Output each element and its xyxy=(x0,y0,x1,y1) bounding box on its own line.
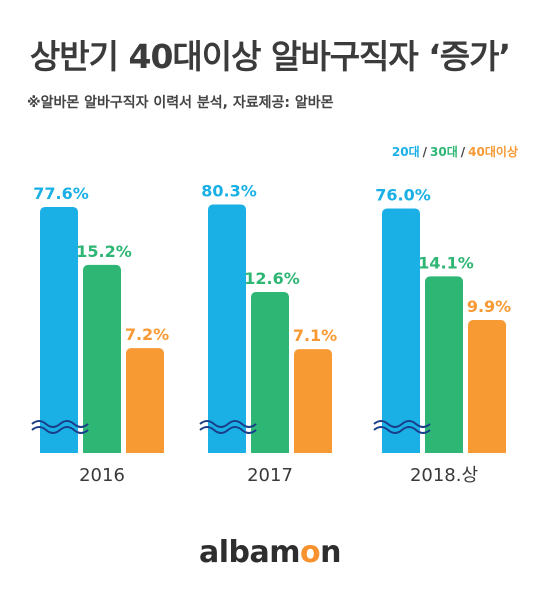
bar-base-30대-2017 xyxy=(251,447,289,453)
bar-30대-2016 xyxy=(83,264,121,453)
axis-break-wave xyxy=(199,420,257,428)
data-label-20대-2017: 80.3% xyxy=(201,181,257,200)
category-label-2018.상: 2018.상 xyxy=(410,465,478,486)
axis-break-wave xyxy=(31,426,89,434)
bar-30대-2018.상 xyxy=(425,276,463,453)
category-label-2016: 2016 xyxy=(79,465,125,486)
bar-base-30대-2016 xyxy=(83,447,121,453)
data-label-20대-2016: 77.6% xyxy=(33,184,89,203)
bar-base-40대이상-2016 xyxy=(126,447,164,453)
bar-20대-2016 xyxy=(40,206,78,453)
axis-break-wave xyxy=(199,426,257,434)
bar-40대이상-2016 xyxy=(126,348,164,453)
data-label-30대-2016: 15.2% xyxy=(76,242,132,261)
bar-30대-2017 xyxy=(251,291,289,453)
data-label-40대이상-2018.상: 9.9% xyxy=(467,297,511,316)
legend-40s-plus: 40대이상 xyxy=(468,145,518,159)
bar-40대이상-2018.상 xyxy=(468,320,506,453)
legend-30s: 30대 xyxy=(430,145,458,159)
data-label-20대-2018.상: 76.0% xyxy=(375,185,431,204)
albamon-logo: albamon xyxy=(199,535,341,570)
bar-base-20대-2017 xyxy=(208,447,246,453)
data-label-40대이상-2017: 7.1% xyxy=(293,326,337,345)
legend-20s: 20대 xyxy=(391,145,420,159)
axis-break-wave xyxy=(373,426,431,434)
axis-break-wave xyxy=(373,420,431,428)
axis-break-wave xyxy=(31,420,89,428)
bar-40대이상-2017 xyxy=(294,349,332,453)
bar-20대-2018.상 xyxy=(382,208,420,453)
bar-base-40대이상-2018.상 xyxy=(468,447,506,453)
bar-base-20대-2018.상 xyxy=(382,447,420,453)
data-label-40대이상-2016: 7.2% xyxy=(125,325,169,344)
category-label-2017: 2017 xyxy=(247,465,293,486)
bar-base-30대-2018.상 xyxy=(425,447,463,453)
bar-20대-2017 xyxy=(208,204,246,453)
legend: 20대/30대/40대이상 xyxy=(391,145,518,159)
bar-base-40대이상-2017 xyxy=(294,447,332,453)
bar-base-20대-2016 xyxy=(40,447,78,453)
data-label-30대-2017: 12.6% xyxy=(244,269,300,288)
source-note: ※알바몬 알바구직자 이력서 분석, 자료제공: 알바몬 xyxy=(27,95,334,111)
page-title: 상반기 40대이상 알바구직자 ‘증가’ xyxy=(29,37,511,76)
data-label-30대-2018.상: 14.1% xyxy=(418,253,474,272)
